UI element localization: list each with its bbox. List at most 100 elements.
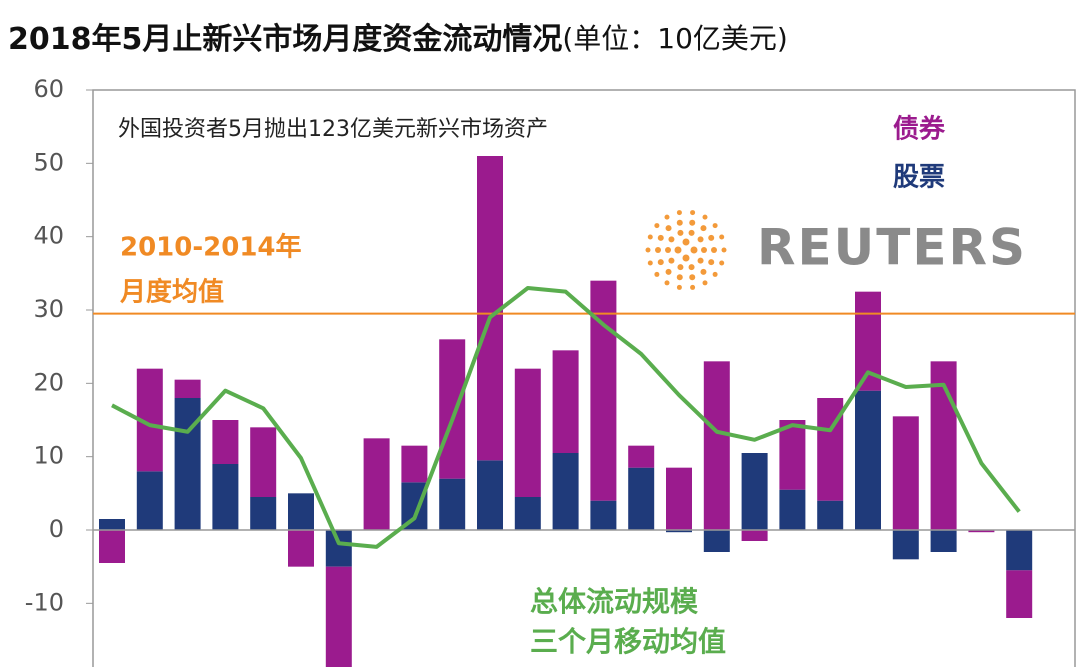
logo-dot bbox=[712, 223, 718, 229]
bar bbox=[288, 530, 314, 567]
bar bbox=[779, 489, 806, 530]
bar bbox=[439, 339, 466, 479]
bar bbox=[666, 467, 692, 530]
y-tick-label: 30 bbox=[33, 295, 64, 323]
y-tick-label: 40 bbox=[33, 222, 64, 250]
bar bbox=[136, 471, 163, 530]
bar bbox=[892, 416, 919, 530]
bar bbox=[703, 361, 730, 530]
logo-dot bbox=[689, 219, 696, 226]
bar bbox=[817, 500, 844, 530]
logo-dot bbox=[697, 257, 704, 264]
logo-dot bbox=[676, 274, 683, 281]
bar bbox=[288, 493, 314, 530]
legend-entry: 债券 bbox=[893, 115, 946, 145]
bar bbox=[99, 519, 125, 530]
logo-dot bbox=[677, 264, 684, 271]
bar bbox=[250, 427, 277, 497]
logo-dot bbox=[708, 234, 715, 241]
y-tick-label: -10 bbox=[25, 588, 64, 616]
logo-dot bbox=[654, 223, 660, 229]
logo-dot bbox=[664, 214, 670, 220]
bar bbox=[892, 530, 919, 560]
bar bbox=[666, 530, 692, 533]
bar bbox=[514, 368, 541, 497]
bar bbox=[1006, 530, 1033, 571]
moving-average-line bbox=[111, 286, 1021, 549]
logo-dot bbox=[665, 247, 671, 253]
bar bbox=[552, 350, 579, 453]
logo-dot bbox=[657, 259, 664, 266]
logo-dot bbox=[654, 271, 660, 277]
bar bbox=[439, 478, 466, 530]
logo-dot bbox=[665, 225, 672, 232]
bar bbox=[401, 445, 428, 483]
bar bbox=[363, 438, 390, 530]
bar bbox=[703, 530, 730, 552]
bar bbox=[930, 361, 957, 530]
logo-dot bbox=[690, 284, 696, 290]
logo-dot bbox=[677, 229, 684, 236]
logo-dot bbox=[688, 229, 695, 236]
logo-dot bbox=[676, 219, 683, 226]
bar bbox=[1006, 570, 1033, 618]
logo-dot bbox=[647, 260, 653, 266]
y-tick-label: 10 bbox=[33, 442, 64, 470]
bar bbox=[514, 497, 541, 530]
bar bbox=[628, 467, 655, 530]
bar bbox=[325, 530, 352, 567]
logo-dot bbox=[657, 234, 664, 241]
logo-dot bbox=[701, 247, 707, 253]
bar bbox=[250, 497, 277, 530]
annotation: 外国投资者5月抛出123亿美元新兴市场资产 bbox=[118, 117, 548, 142]
bar bbox=[174, 379, 201, 398]
logo-dot bbox=[721, 247, 727, 253]
bar bbox=[855, 390, 881, 530]
bar bbox=[741, 453, 768, 530]
bar bbox=[212, 464, 239, 530]
logo-dot bbox=[700, 268, 707, 275]
bar bbox=[174, 398, 201, 530]
bar bbox=[212, 420, 239, 464]
logo-dot bbox=[682, 238, 690, 246]
logo-dot bbox=[674, 246, 682, 254]
logo-dot bbox=[668, 257, 675, 264]
logo-dot bbox=[711, 247, 717, 253]
logo-dot bbox=[689, 274, 696, 281]
y-tick-label: 20 bbox=[33, 368, 64, 396]
bar bbox=[99, 530, 125, 563]
plot-frame bbox=[92, 89, 1076, 667]
reuters-logo bbox=[645, 210, 727, 290]
logo-dot bbox=[702, 214, 708, 220]
logo-dot bbox=[665, 268, 672, 275]
logo-dot bbox=[647, 234, 653, 240]
logo-dot bbox=[700, 225, 707, 232]
logo-dot bbox=[697, 236, 704, 243]
logo-dot bbox=[682, 254, 690, 262]
logo-dot bbox=[645, 247, 651, 253]
plot-area bbox=[93, 156, 1075, 667]
reference-label: 2010-2014年 bbox=[120, 232, 302, 263]
logo-dot bbox=[688, 264, 695, 271]
logo-text: REUTERS bbox=[757, 219, 1027, 277]
reference-label: 月度均值 bbox=[119, 277, 224, 308]
logo-dot bbox=[655, 247, 661, 253]
bar bbox=[779, 420, 806, 490]
bar bbox=[552, 453, 579, 530]
logo-dot bbox=[690, 210, 696, 216]
logo-dot bbox=[664, 280, 670, 286]
chart-title: 2018年5月止新兴市场月度资金流动情况(单位：10亿美元) bbox=[8, 22, 788, 57]
bar bbox=[968, 530, 995, 533]
bar bbox=[741, 530, 768, 541]
line-label: 总体流动规模 bbox=[530, 585, 699, 618]
bar bbox=[325, 566, 352, 667]
logo-dot bbox=[702, 280, 708, 286]
logo-dot bbox=[719, 234, 725, 240]
bar bbox=[628, 445, 655, 468]
y-tick-label: 60 bbox=[33, 75, 64, 103]
y-tick-label: 0 bbox=[49, 515, 64, 543]
legend-entry: 股票 bbox=[893, 163, 945, 193]
bar bbox=[590, 500, 617, 530]
logo-dot bbox=[712, 271, 718, 277]
